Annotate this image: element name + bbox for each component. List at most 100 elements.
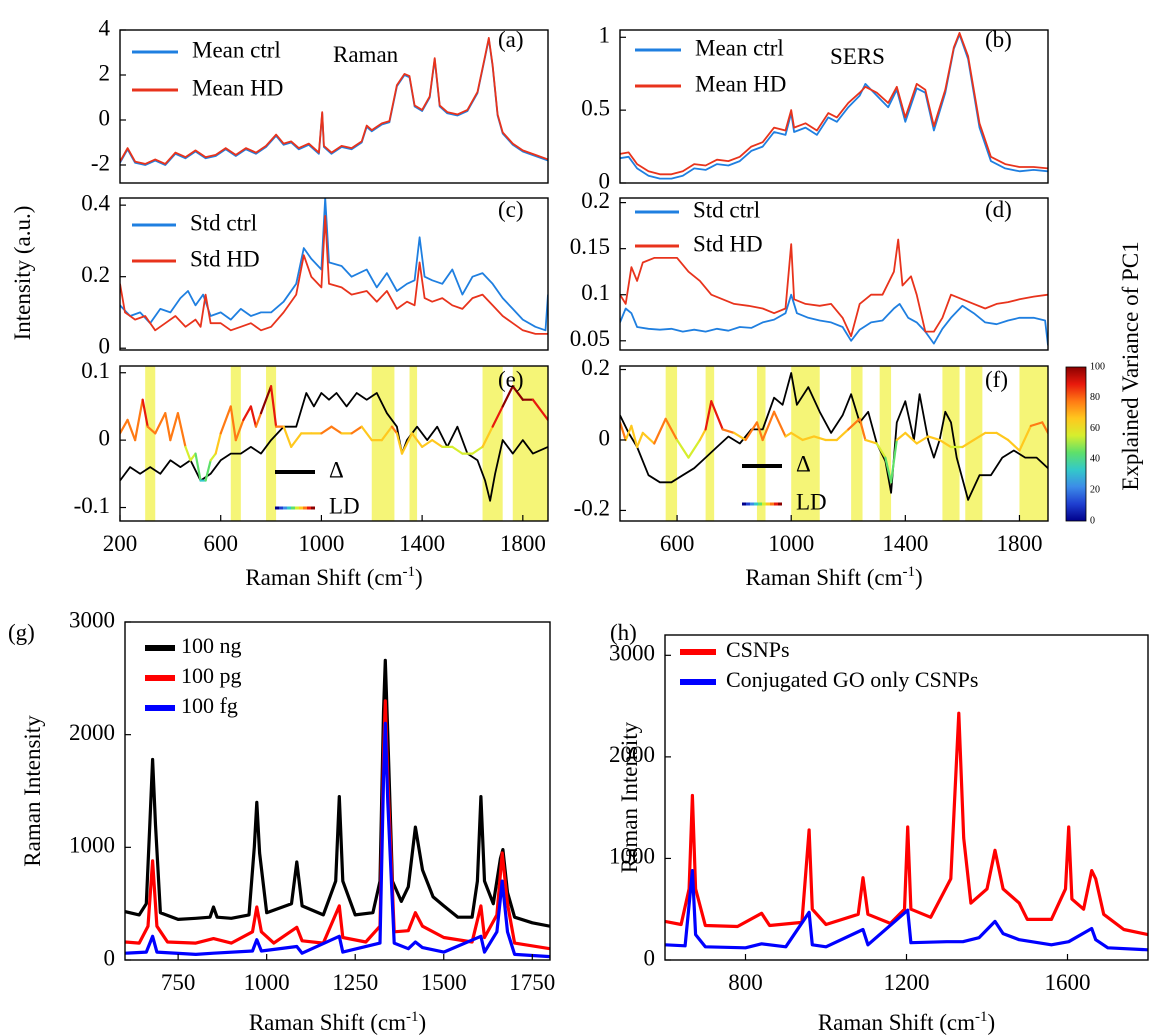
- series-1: [620, 372, 1048, 501]
- series-segment: [641, 431, 656, 445]
- series-segment: [938, 438, 953, 449]
- series-segment: [784, 431, 793, 438]
- y-tick-label: -2: [91, 150, 110, 175]
- panel-label: (e): [498, 367, 524, 392]
- x-axis-label-end: ): [415, 565, 423, 590]
- x-axis-label-main: Raman Shift (cm: [249, 1010, 406, 1035]
- legend-label: LD: [329, 493, 360, 518]
- series-line: [620, 372, 1048, 501]
- x-axis-label-end: ): [915, 565, 923, 590]
- series-segment: [154, 412, 167, 435]
- series-segment: [687, 438, 701, 459]
- series-segment: [330, 425, 343, 435]
- colorbar-tick-label: 20: [1090, 484, 1100, 495]
- series-segment: [120, 418, 129, 435]
- series-segment: [269, 385, 278, 428]
- x-axis-label: Raman Shift (cm-1): [745, 564, 922, 590]
- highlight-band: [851, 366, 863, 521]
- panel-c: 0.4 0.2 0 (c) Std ctrl Std HD: [81, 190, 549, 358]
- series-segment: [254, 412, 263, 428]
- series-segment: [400, 432, 414, 455]
- series-segment: [360, 425, 373, 442]
- series-segment: [242, 405, 253, 422]
- y-tick-label: -0.1: [74, 493, 110, 518]
- series-segment: [451, 445, 464, 455]
- series-segment: [772, 410, 787, 438]
- y-tick-label: 3000: [69, 607, 115, 632]
- series-segment: [184, 445, 192, 462]
- series-segment: [290, 432, 303, 448]
- y-tick-label: 0.5: [581, 95, 610, 120]
- highlight-band: [879, 366, 892, 521]
- series-1: [620, 293, 1048, 346]
- series-segment: [675, 438, 690, 459]
- highlight-band: [145, 366, 156, 521]
- legend-label: Mean HD: [192, 75, 283, 100]
- panel-annotation: Raman: [333, 42, 399, 67]
- series-1: [665, 711, 1148, 937]
- panel-label: (g): [8, 620, 35, 645]
- plot-frame: [119, 365, 549, 522]
- series-segment: [1018, 424, 1032, 452]
- plot-frame: [619, 197, 1049, 351]
- series-segment: [410, 432, 424, 448]
- legend-label: Mean ctrl: [192, 37, 281, 62]
- highlight-band: [1019, 366, 1048, 521]
- colorbar-tick-label: 80: [1090, 392, 1100, 403]
- legend-label: Std ctrl: [190, 210, 257, 235]
- x-tick-label: 1750: [509, 970, 555, 995]
- highlight-band: [965, 366, 983, 521]
- y-tick-label: 0: [99, 425, 111, 450]
- series-segment: [847, 417, 861, 431]
- series-segment: [630, 424, 639, 449]
- panel-label: (d): [985, 197, 1012, 222]
- legend-label: 100 pg: [181, 663, 242, 688]
- x-axis-label: Raman Shift (cm-1): [818, 1009, 995, 1035]
- highlight-band: [371, 366, 395, 521]
- series-segment: [653, 417, 667, 445]
- series-2: [620, 238, 1048, 338]
- series-segment: [927, 435, 941, 442]
- colorbar: 0 20 40 60 80 100 Explained Variance of PC1: [1065, 241, 1143, 526]
- series-line: [620, 293, 1048, 346]
- plot-frame: [619, 365, 1049, 522]
- x-tick-label: 1200: [884, 970, 930, 995]
- series-segment: [350, 425, 363, 435]
- series-line: [120, 37, 548, 165]
- series-segment: [915, 435, 930, 445]
- series-segment: [501, 385, 514, 408]
- series-segment: [491, 405, 504, 428]
- series-line: [665, 869, 1148, 952]
- series-segment: [395, 432, 404, 455]
- plot-frame: [619, 29, 1049, 184]
- x-tick-label: 1600: [1045, 970, 1091, 995]
- legend-label: Std HD: [190, 246, 260, 271]
- panel-d: 0.2 0.15 0.1 0.05 (d) Std ctrl Std HD: [570, 188, 1049, 351]
- series-segment: [790, 431, 804, 442]
- series-segment: [511, 385, 524, 401]
- series-segment: [1041, 421, 1048, 435]
- y-tick-label: 3000: [609, 641, 655, 666]
- y-tick-label: 0: [644, 945, 656, 970]
- series-segment: [219, 405, 232, 435]
- x-tick-label: 1000: [298, 531, 344, 556]
- series-segment: [620, 421, 627, 442]
- y-tick-label: 0: [599, 168, 611, 193]
- y-tick-label: 0.1: [81, 358, 110, 383]
- panel-label: (a): [498, 27, 524, 52]
- panel-a: 4 2 0 -2 (a) Raman Mean ctrl Mean HD: [91, 15, 549, 184]
- series-segment: [209, 452, 217, 462]
- series-segment: [431, 439, 444, 448]
- highlight-band: [756, 366, 766, 521]
- series-segment: [636, 431, 644, 449]
- x-tick-label: 800: [728, 970, 763, 995]
- highlight-band: [482, 366, 503, 521]
- series-segment: [972, 431, 987, 442]
- series-segment: [698, 428, 707, 442]
- x-tick-label: 600: [203, 531, 238, 556]
- series-segment: [895, 431, 907, 442]
- series-2: [120, 215, 548, 335]
- series-segment: [721, 428, 736, 435]
- series-segment: [531, 398, 548, 422]
- highlight-band: [266, 366, 277, 521]
